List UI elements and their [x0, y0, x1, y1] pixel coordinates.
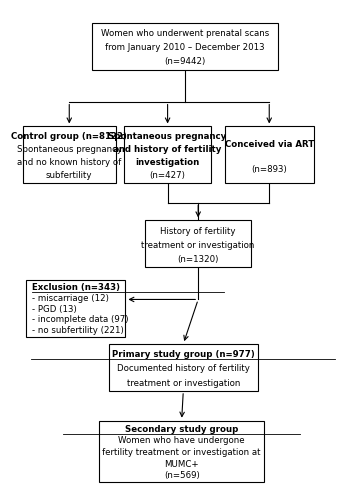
Text: Secondary study group: Secondary study group — [125, 425, 238, 434]
Text: investigation: investigation — [136, 158, 200, 168]
FancyBboxPatch shape — [26, 280, 125, 336]
Text: Women who underwent prenatal scans: Women who underwent prenatal scans — [101, 28, 269, 38]
Text: Women who have undergone: Women who have undergone — [118, 436, 245, 446]
FancyBboxPatch shape — [124, 126, 211, 183]
FancyBboxPatch shape — [99, 420, 264, 482]
Text: (n=427): (n=427) — [150, 172, 186, 180]
Text: Documented history of fertility: Documented history of fertility — [117, 364, 250, 374]
Text: (n=1320): (n=1320) — [178, 255, 219, 264]
Text: Control group (n=8122): Control group (n=8122) — [11, 132, 127, 141]
Text: Conceived via ART: Conceived via ART — [225, 140, 314, 149]
FancyBboxPatch shape — [23, 126, 115, 183]
Text: subfertility: subfertility — [46, 172, 92, 180]
Text: - no subfertility (221): - no subfertility (221) — [32, 326, 124, 335]
Text: - PGD (13): - PGD (13) — [32, 304, 77, 314]
Text: History of fertility: History of fertility — [160, 226, 236, 235]
Text: Spontaneous pregnancy: Spontaneous pregnancy — [108, 132, 227, 141]
Text: MUMC+: MUMC+ — [164, 460, 199, 469]
Text: treatment or investigation: treatment or investigation — [127, 378, 240, 388]
FancyBboxPatch shape — [92, 22, 277, 70]
Text: - incomplete data (97): - incomplete data (97) — [32, 316, 129, 324]
Text: and no known history of: and no known history of — [17, 158, 121, 168]
Text: (n=893): (n=893) — [251, 165, 287, 174]
Text: and history of fertility: and history of fertility — [113, 145, 222, 154]
Text: (n=9442): (n=9442) — [164, 57, 205, 66]
Text: (n=569): (n=569) — [164, 472, 199, 480]
Text: from January 2010 – December 2013: from January 2010 – December 2013 — [105, 43, 265, 52]
Text: - miscarriage (12): - miscarriage (12) — [32, 294, 109, 303]
Text: Exclusion (n=343): Exclusion (n=343) — [32, 283, 120, 292]
Text: Spontaneous pregnancy: Spontaneous pregnancy — [17, 145, 122, 154]
FancyBboxPatch shape — [145, 220, 251, 268]
Text: treatment or investigation: treatment or investigation — [142, 240, 255, 250]
FancyBboxPatch shape — [109, 344, 258, 391]
Text: fertility treatment or investigation at: fertility treatment or investigation at — [102, 448, 261, 457]
FancyBboxPatch shape — [225, 126, 314, 183]
Text: Primary study group (n=977): Primary study group (n=977) — [112, 350, 255, 359]
